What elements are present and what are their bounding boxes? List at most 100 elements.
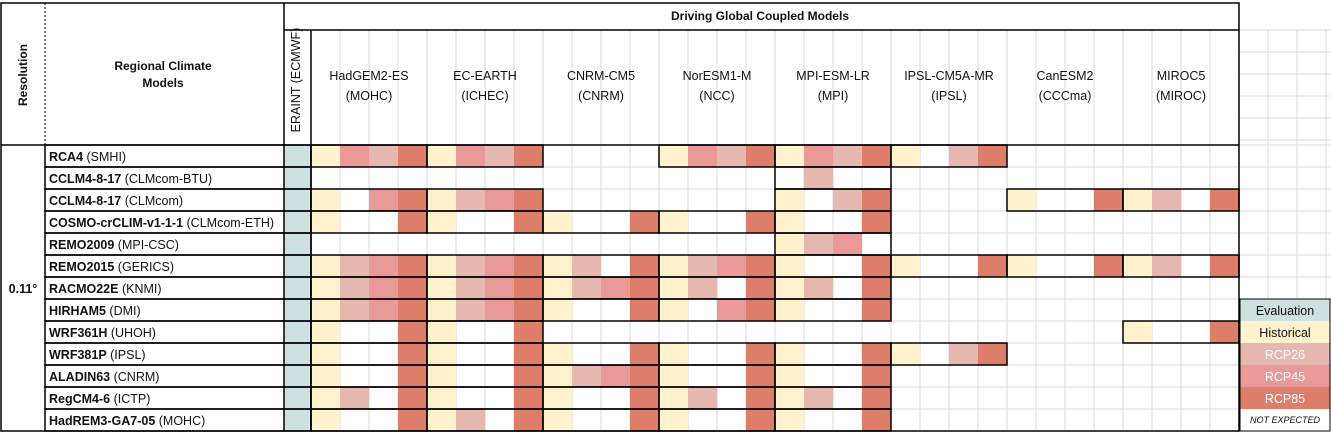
- rcm-label: HadREM3-GA7-05 (MOHC): [49, 414, 205, 428]
- rcm-name: CCLM4-8-17: [49, 172, 121, 186]
- scenario-cell: [630, 365, 659, 387]
- scenario-cell: [427, 343, 456, 365]
- scenario-cell: [978, 145, 1007, 167]
- scenario-cell: [572, 255, 601, 277]
- scenario-cell: [862, 299, 891, 321]
- scenario-cell: [427, 211, 456, 233]
- scenario-cell: [514, 321, 543, 343]
- rcm-name: WRF361H: [49, 326, 107, 340]
- scenario-cell: [630, 255, 659, 277]
- scenario-cell: [369, 277, 398, 299]
- rcm-label: CCLM4-8-17 (CLMcom): [49, 194, 183, 208]
- scenario-cell: [514, 343, 543, 365]
- scenario-cell: [659, 387, 688, 409]
- gcm-run-border: [774, 298, 892, 322]
- scenario-cell: [746, 211, 775, 233]
- rcm-label: COSMO-crCLIM-v1-1-1 (CLMcom-ETH): [49, 216, 274, 230]
- scenario-cell: [427, 299, 456, 321]
- scenario-cell: [659, 343, 688, 365]
- rcm-name: RCA4: [49, 150, 83, 164]
- rcm-institute: (CLMcom-ETH): [183, 216, 274, 230]
- scenario-cell: [398, 189, 427, 211]
- scenario-cell: [456, 299, 485, 321]
- scenario-cell: [514, 211, 543, 233]
- legend-historical: Historical: [1259, 326, 1310, 340]
- scenario-cell: [775, 233, 804, 255]
- driving-gcm-title: Driving Global Coupled Models: [671, 9, 849, 23]
- scenario-cell: [775, 299, 804, 321]
- scenario-cell: [456, 277, 485, 299]
- scenario-cell: [659, 365, 688, 387]
- scenario-cell: [543, 211, 572, 233]
- rcm-institute: (KNMI): [118, 282, 161, 296]
- evaluation-cell: [284, 167, 311, 189]
- scenario-cell: [543, 343, 572, 365]
- scenario-cell: [485, 145, 514, 167]
- gcm-institute: (NCC): [699, 89, 734, 103]
- scenario-cell: [659, 255, 688, 277]
- legend-rcp26: RCP26: [1265, 348, 1305, 362]
- gcm-institute: (CNRM): [578, 89, 624, 103]
- scenario-cell: [1094, 189, 1123, 211]
- scenario-cell: [398, 255, 427, 277]
- resolution-value: 0.11°: [9, 282, 38, 296]
- scenario-cell: [688, 277, 717, 299]
- rcm-labels: RCA4 (SMHI) CCLM4-8-17 (CLMcom-BTU) CCLM4-…: [49, 150, 274, 428]
- rcm-header-line2: Models: [142, 76, 184, 90]
- scenario-cell: [891, 255, 920, 277]
- scenario-cell: [485, 189, 514, 211]
- scenario-cell: [717, 145, 746, 167]
- scenario-cell: [427, 255, 456, 277]
- scenario-cell: [862, 387, 891, 409]
- scenario-cell: [311, 189, 340, 211]
- scenario-cell: [485, 277, 514, 299]
- scenario-cell: [1123, 255, 1152, 277]
- rcm-label: HIRHAM5 (DMI): [49, 304, 141, 318]
- scenario-cell: [1123, 189, 1152, 211]
- rcm-label: RCA4 (SMHI): [49, 150, 126, 164]
- scenario-cell: [311, 145, 340, 167]
- legend-not-expected-swatch: [1240, 409, 1330, 431]
- scenario-cell: [688, 145, 717, 167]
- rcm-name: COSMO-crCLIM-v1-1-1: [49, 216, 183, 230]
- evaluation-cell: [284, 189, 311, 211]
- scenario-cell: [311, 343, 340, 365]
- outer-frame: [0, 2, 1240, 432]
- scenario-cell: [978, 343, 1007, 365]
- scenario-cell: [311, 365, 340, 387]
- scenario-cell: [398, 409, 427, 431]
- rcm-name: HadREM3-GA7-05: [49, 414, 155, 428]
- scenario-cell: [746, 255, 775, 277]
- scenario-cell: [833, 189, 862, 211]
- scenario-cell: [427, 409, 456, 431]
- evaluation-cell: [284, 409, 311, 431]
- scenario-cell: [456, 409, 485, 431]
- scenario-cell: [949, 343, 978, 365]
- evaluation-cell: [284, 321, 311, 343]
- legend-evaluation-swatch: [1240, 299, 1330, 321]
- scenario-cell: [862, 277, 891, 299]
- legend-rcp26-swatch: [1240, 343, 1330, 365]
- scenario-cell: [775, 277, 804, 299]
- gcm-institute: (CCCma): [1039, 89, 1092, 103]
- scenario-cell: [775, 365, 804, 387]
- scenario-cell: [688, 387, 717, 409]
- scenario-cell: [340, 299, 369, 321]
- rcm-institute: (CLMcom-BTU): [121, 172, 212, 186]
- scenario-cell: [427, 387, 456, 409]
- scenario-cell: [427, 277, 456, 299]
- legend-rcp85-swatch: [1240, 387, 1330, 409]
- scenario-cell: [311, 409, 340, 431]
- scenario-cell: [311, 299, 340, 321]
- rcm-name: REMO2009: [49, 238, 114, 252]
- scenario-cell: [398, 145, 427, 167]
- scenario-cell: [427, 321, 456, 343]
- scenario-cell: [659, 409, 688, 431]
- scenario-cell: [630, 299, 659, 321]
- scenario-cell: [572, 277, 601, 299]
- scenario-cell: [891, 343, 920, 365]
- scenario-cell: [340, 145, 369, 167]
- scenario-cell: [775, 255, 804, 277]
- legend-rcp85: RCP85: [1265, 392, 1305, 406]
- rcm-institute: (CLMcom): [121, 194, 183, 208]
